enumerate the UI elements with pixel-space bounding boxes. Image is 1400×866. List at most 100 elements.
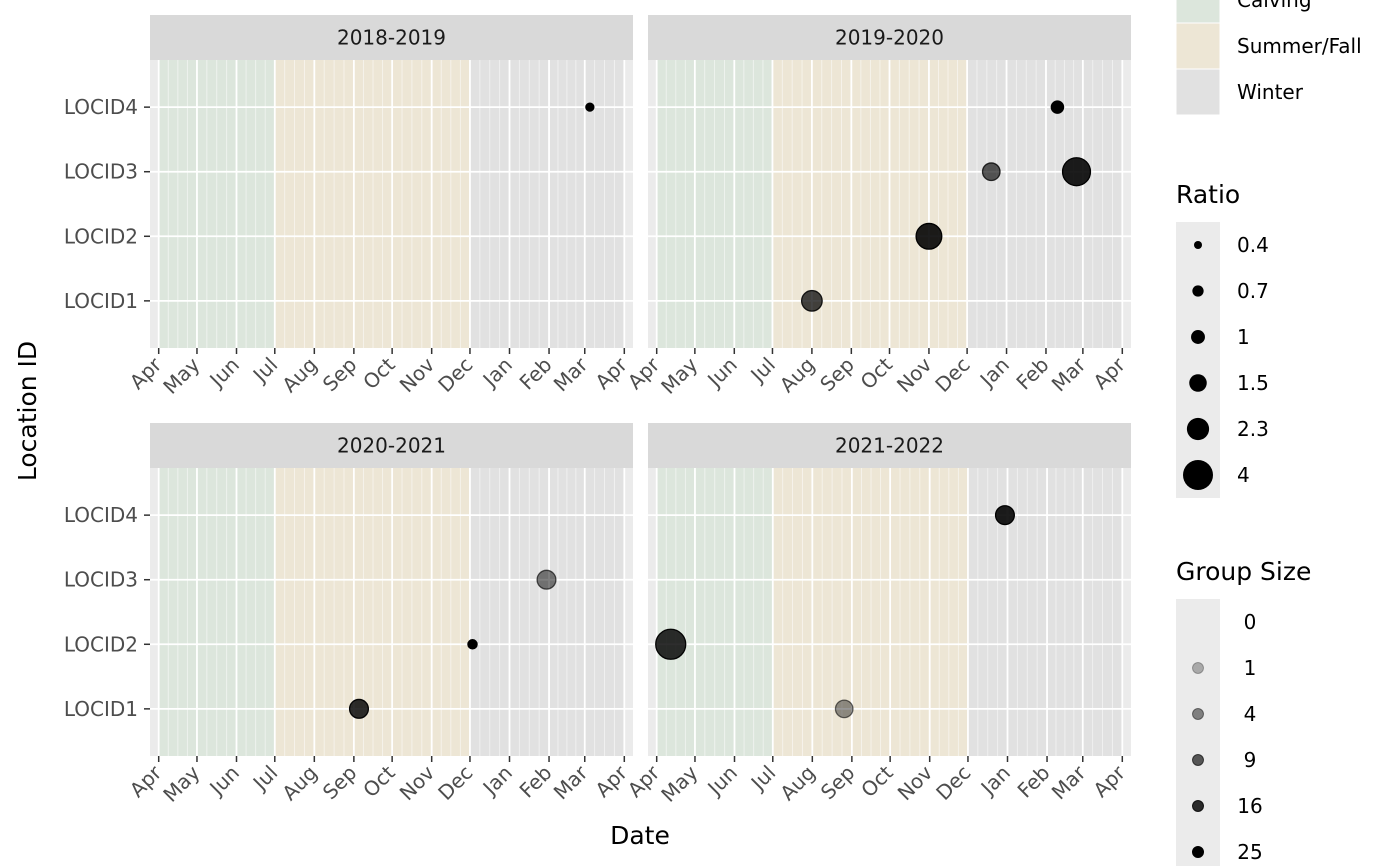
- data-point: [1061, 157, 1092, 187]
- x-tick-label: Oct: [856, 760, 898, 802]
- y-axis-title: Location ID: [13, 341, 42, 481]
- data-point: [348, 698, 370, 719]
- x-tick-label: Apr: [125, 352, 167, 394]
- group-size-legend-label: 4: [1244, 702, 1257, 726]
- group-size-legend-label: 25: [1237, 840, 1262, 864]
- data-point: [655, 628, 687, 660]
- legend-layer: Calving Summer/Fall Winter Ratio 0.4 0.7 1 1.5 2…: [1175, 0, 1362, 866]
- x-tick-label: May: [656, 352, 702, 398]
- x-tick-label: Apr: [623, 760, 665, 802]
- ratio-legend-label: 4: [1237, 463, 1250, 487]
- x-tick-label: Apr: [1088, 760, 1130, 802]
- x-tick-label: Nov: [892, 352, 937, 397]
- facet-strip: [648, 15, 1131, 60]
- season-legend-label: Calving: [1237, 0, 1312, 12]
- x-tick-label: Mar: [549, 352, 593, 396]
- group-size-legend-label: 0: [1244, 610, 1257, 634]
- data-point: [1050, 100, 1065, 114]
- facet-strip: [150, 423, 633, 468]
- group-size-legend-key: [1192, 846, 1204, 858]
- group-size-legend-label: 16: [1237, 794, 1262, 818]
- x-tick-label: Dec: [433, 761, 477, 805]
- x-tick-label: May: [656, 760, 702, 806]
- facet-strip: [150, 15, 633, 60]
- ratio-legend-label: 0.7: [1237, 279, 1269, 303]
- ratio-legend-key: [1186, 417, 1210, 441]
- season-legend: Calving Summer/Fall Winter: [1175, 0, 1362, 116]
- x-tick-label: Dec: [930, 353, 974, 397]
- x-tick-label: Aug: [277, 761, 322, 806]
- x-tick-label: Jun: [204, 761, 244, 801]
- season-band-winter: [967, 60, 1123, 348]
- ratio-legend-label: 1.5: [1237, 371, 1269, 395]
- x-tick-label: Mar: [549, 760, 593, 804]
- y-tick-label: LOCID4: [64, 503, 138, 527]
- group-size-legend: Group Size 0 1 4 9 16 25: [1176, 557, 1311, 866]
- x-tick-label: Feb: [1013, 761, 1055, 803]
- x-tick-label: Sep: [318, 761, 362, 805]
- y-tick-label: LOCID1: [64, 697, 138, 721]
- x-tick-label: Feb: [515, 353, 557, 395]
- group-size-legend-key: [1192, 662, 1204, 674]
- ratio-legend-label: 0.4: [1237, 233, 1269, 257]
- y-tick-label: LOCID3: [64, 160, 138, 184]
- ratio-legend-background: [1176, 222, 1220, 498]
- x-tick-label: Aug: [277, 353, 322, 398]
- x-tick-label: Sep: [815, 353, 859, 397]
- x-tick-label: May: [158, 352, 204, 398]
- x-tick-label: Jan: [975, 761, 1015, 801]
- x-tick-label: Dec: [931, 761, 975, 805]
- season-legend-key: [1175, 22, 1221, 70]
- x-tick-label: Apr: [623, 352, 665, 394]
- x-tick-label: Jul: [247, 761, 282, 796]
- ratio-legend-key: [1192, 285, 1204, 297]
- facet-strip-label: 2019-2020: [835, 26, 944, 50]
- season-band-winter: [469, 60, 625, 348]
- ratio-legend-key: [1189, 374, 1207, 392]
- y-tick-label: LOCID2: [64, 224, 138, 248]
- x-tick-label: Feb: [515, 761, 557, 803]
- data-point: [585, 102, 595, 112]
- data-point: [981, 162, 1001, 182]
- data-point: [834, 699, 854, 719]
- season-legend-key: [1175, 68, 1221, 116]
- y-tick-label: LOCID1: [64, 289, 138, 313]
- x-tick-label: Aug: [775, 353, 820, 398]
- group-size-legend-key: [1193, 617, 1204, 628]
- season-legend-key: [1175, 0, 1221, 24]
- ratio-legend-key: [1194, 241, 1202, 249]
- x-tick-label: Jun: [701, 353, 741, 393]
- ratio-legend-key: [1191, 330, 1205, 344]
- x-tick-label: Dec: [433, 353, 477, 397]
- season-legend-label: Winter: [1237, 80, 1304, 104]
- data-point: [994, 505, 1015, 526]
- x-tick-label: Jan: [477, 761, 517, 801]
- x-tick-label: Jun: [204, 353, 244, 393]
- x-tick-label: Sep: [318, 353, 362, 397]
- x-tick-label: Jul: [247, 353, 282, 388]
- group-size-legend-title: Group Size: [1176, 557, 1311, 586]
- x-tick-label: Nov: [395, 352, 440, 397]
- data-point: [800, 289, 823, 312]
- x-tick-label: Mar: [1047, 352, 1091, 396]
- x-tick-label: Oct: [856, 352, 898, 394]
- x-tick-label: Apr: [1088, 352, 1130, 394]
- ratio-legend-label: 1: [1237, 325, 1250, 349]
- x-tick-label: Feb: [1011, 353, 1053, 395]
- x-tick-label: Jan: [477, 353, 517, 393]
- season-band-winter: [967, 468, 1123, 756]
- x-tick-label: Jul: [745, 353, 780, 388]
- season-legend-label: Summer/Fall: [1237, 34, 1362, 58]
- ratio-legend-key: [1183, 460, 1213, 490]
- facet-strip: [648, 423, 1131, 468]
- x-tick-label: Mar: [1047, 760, 1091, 804]
- ratio-legend: Ratio 0.4 0.7 1 1.5 2.3 4: [1176, 180, 1269, 498]
- group-size-legend-label: 9: [1244, 748, 1257, 772]
- group-size-legend-key: [1192, 800, 1204, 812]
- group-size-legend-key: [1192, 754, 1204, 766]
- y-tick-label: LOCID2: [64, 632, 138, 656]
